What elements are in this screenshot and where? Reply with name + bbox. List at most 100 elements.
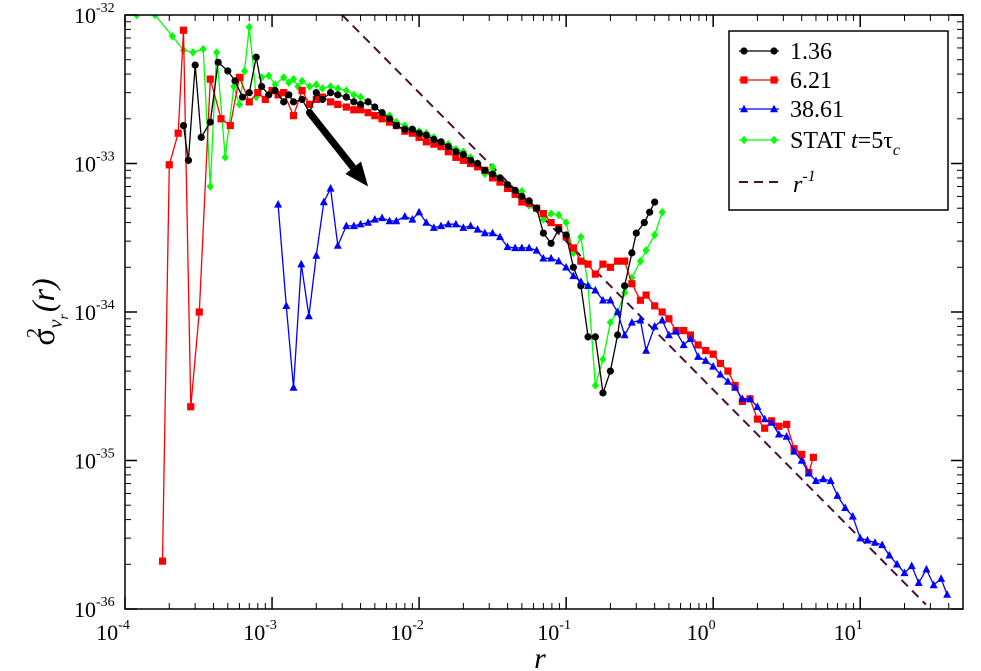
data-point [168,31,176,41]
legend-entry: 6.21 [739,68,832,94]
data-point [577,232,585,242]
data-point [415,207,424,216]
data-point [569,263,577,271]
data-point [511,243,520,252]
data-point [723,377,732,385]
data-point [848,512,857,520]
data-point [444,142,452,151]
data-point [481,169,489,179]
data-point [488,228,497,237]
data-point [312,80,320,89]
data-point [539,253,548,262]
legend-label: 38.61 [790,97,844,123]
data-point [547,253,556,262]
data-point [252,53,260,61]
y-label-arg: (r) [25,278,61,312]
data-point [790,447,799,455]
data-point [334,84,342,93]
data-point [285,78,293,87]
data-point [664,330,673,339]
data-point [724,367,732,375]
data-point [937,574,946,582]
svg-text:σvr(r): σvr (r) [25,278,72,345]
legend-marker [740,104,748,113]
legend-marker [770,47,778,55]
data-point [305,82,314,91]
data-point [856,533,865,542]
data-point [271,80,279,89]
data-point [672,327,681,335]
data-point [191,61,199,69]
data-point [606,263,614,271]
data-point [187,403,195,411]
data-point [466,156,475,164]
data-point [591,285,600,294]
data-point [569,271,578,280]
data-point [650,321,659,330]
legend: 1.36 6.21 38.61 STAT t=5τc r-1 [728,30,949,211]
data-point [235,73,244,82]
data-point [258,82,266,91]
data-point [459,150,467,159]
data-point [797,456,806,464]
legend-label: r-1 [793,168,816,198]
data-point [199,44,207,54]
data-point [221,153,229,162]
data-point [646,208,654,216]
data-point [217,115,225,123]
y-tick-label: 10-33 [74,150,115,177]
legend-marker [740,76,748,84]
legend-label: 1.36 [790,39,832,65]
data-point [636,296,645,304]
y-tick-label: 10-34 [74,298,115,325]
series-1.36 [179,53,659,397]
data-point [503,242,512,250]
data-point [627,318,636,326]
legend-marker [740,135,748,145]
data-point [599,389,607,397]
data-point [350,98,358,106]
data-point [620,330,629,339]
data-point [761,424,769,432]
data-point [133,15,141,20]
data-point [599,260,607,268]
data-point [488,174,497,182]
data-point [392,121,400,130]
data-point [333,241,342,249]
data-point [525,243,534,252]
data-point [206,182,214,191]
data-point [459,223,468,231]
data-point [651,198,659,206]
data-point [298,95,306,104]
legend-label: STAT t=5τc [790,128,900,159]
data-point [885,550,894,559]
data-point [640,218,648,227]
data-point [408,125,416,133]
x-axis: 10-4 10-3 10-2 10-1 100 101 [96,15,964,645]
data-point [452,148,460,156]
data-point [378,213,387,222]
data-point [318,84,326,93]
data-point [628,280,636,288]
data-point [437,221,446,230]
data-point [213,48,221,57]
data-point [271,86,279,95]
data-point [841,503,850,512]
data-point [709,362,718,370]
data-point [326,82,335,91]
data-point [651,230,659,240]
data-point [430,135,438,144]
data-point [716,359,725,368]
arrow-annotation [306,110,369,187]
data-point [833,491,842,499]
data-point [547,218,555,227]
data-point [584,281,593,290]
y-label-subsub: r [57,314,72,320]
data-point [753,415,762,423]
data-point [636,315,645,324]
data-point [415,129,423,137]
data-point [235,100,244,109]
arrow-shaft [306,110,356,170]
data-point [326,183,335,192]
data-point [474,159,482,168]
